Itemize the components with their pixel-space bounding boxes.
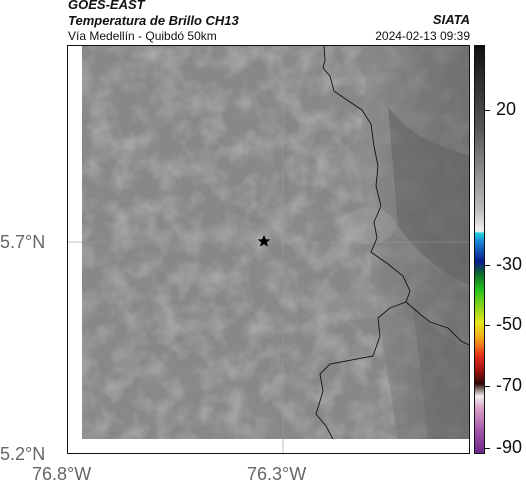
colorbar-label-minus30: -30 bbox=[496, 254, 523, 274]
star-icon bbox=[257, 235, 271, 247]
region-subtitle: Vía Medellín - Quibdó 50km bbox=[68, 29, 217, 43]
colorbar bbox=[474, 45, 485, 454]
colorbar-tick bbox=[484, 386, 490, 387]
map-canvas bbox=[68, 46, 469, 453]
colorbar-tick bbox=[484, 325, 490, 326]
map-frame[interactable] bbox=[67, 45, 470, 454]
colorbar-label-minus70: -70 bbox=[496, 375, 523, 395]
colorbar-tick bbox=[484, 448, 490, 449]
satellite-name: GOES-EAST bbox=[68, 0, 145, 12]
product-title: Temperatura de Brillo CH13 bbox=[68, 13, 239, 28]
boundary-east bbox=[405, 301, 469, 346]
boundary-south bbox=[315, 301, 407, 453]
colorbar-label-20: 20 bbox=[496, 99, 517, 119]
lon-label-76-8: 76.8°W bbox=[32, 464, 92, 484]
colorbar-tick bbox=[484, 265, 490, 266]
colorbar-label-minus50: -50 bbox=[496, 314, 523, 334]
department-boundary bbox=[322, 46, 411, 303]
agency-label: SIATA bbox=[432, 12, 470, 27]
lon-label-76-3: 76.3°W bbox=[247, 464, 307, 484]
timestamp: 2024-02-13 09:39 bbox=[375, 29, 470, 43]
lat-label-5-2: 5.2°N bbox=[0, 444, 46, 464]
lat-label-5-7: 5.7°N bbox=[0, 232, 46, 252]
colorbar-tick bbox=[484, 110, 490, 111]
colorbar-label-minus90: -90 bbox=[496, 437, 523, 457]
